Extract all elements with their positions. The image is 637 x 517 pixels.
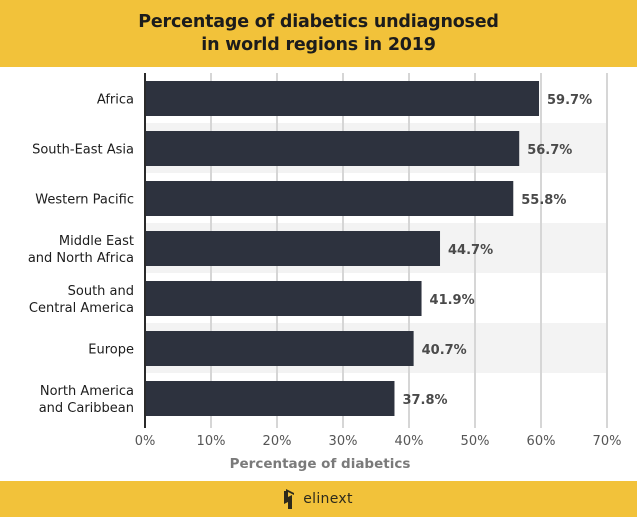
bar-chart: 59.7% Africa 56.7% South-East Asia 55.8% West…	[28, 73, 622, 472]
value-label: 37.8%	[402, 393, 447, 408]
category-label: Middle East	[59, 234, 134, 249]
bar	[145, 381, 395, 416]
brand-name: elinext	[303, 491, 353, 507]
category-label: South-East Asia	[32, 143, 134, 158]
x-tick-label: 40%	[395, 434, 424, 449]
x-tick-label: 20%	[263, 434, 292, 449]
bar	[145, 131, 520, 166]
x-tick-label: 0%	[135, 434, 156, 449]
category-label: Europe	[88, 343, 134, 358]
category-label: and Caribbean	[39, 401, 134, 416]
x-tick-label: 60%	[527, 434, 556, 449]
bar	[145, 231, 441, 266]
x-axis-title: Percentage of diabetics	[230, 456, 411, 472]
chart-title-line-1: Percentage of diabetics undiagnosed	[138, 11, 499, 32]
category-label: South and	[68, 284, 134, 299]
value-label: 40.7%	[422, 343, 467, 358]
chart-title-line-2: in world regions in 2019	[201, 34, 436, 55]
footer-banner: elinext	[0, 481, 637, 517]
category-label: and North Africa	[28, 251, 134, 266]
bar	[145, 181, 514, 216]
x-tick-label: 30%	[329, 434, 358, 449]
category-label: Western Pacific	[35, 193, 134, 208]
value-label: 44.7%	[448, 243, 493, 258]
value-label: 59.7%	[547, 93, 592, 108]
title-banner: Percentage of diabetics undiagnosed in w…	[0, 0, 637, 67]
elinext-logo-icon	[284, 489, 295, 509]
bar	[145, 81, 540, 116]
x-tick-label: 10%	[197, 434, 226, 449]
value-label: 56.7%	[527, 143, 572, 158]
value-label: 41.9%	[430, 293, 475, 308]
bar	[145, 281, 422, 316]
category-label: North America	[40, 384, 134, 399]
category-label: Central America	[29, 301, 134, 316]
x-tick-label: 50%	[461, 434, 490, 449]
x-tick-label: 70%	[593, 434, 622, 449]
value-label: 55.8%	[521, 193, 566, 208]
bar	[145, 331, 414, 366]
category-label: Africa	[97, 93, 134, 108]
